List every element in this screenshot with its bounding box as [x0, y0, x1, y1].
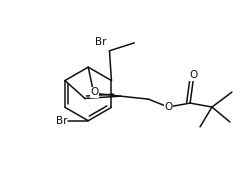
- Text: O: O: [90, 88, 99, 98]
- Text: O: O: [190, 70, 198, 80]
- Text: O: O: [164, 102, 172, 112]
- Text: Br: Br: [95, 37, 107, 47]
- Text: Br: Br: [56, 116, 67, 126]
